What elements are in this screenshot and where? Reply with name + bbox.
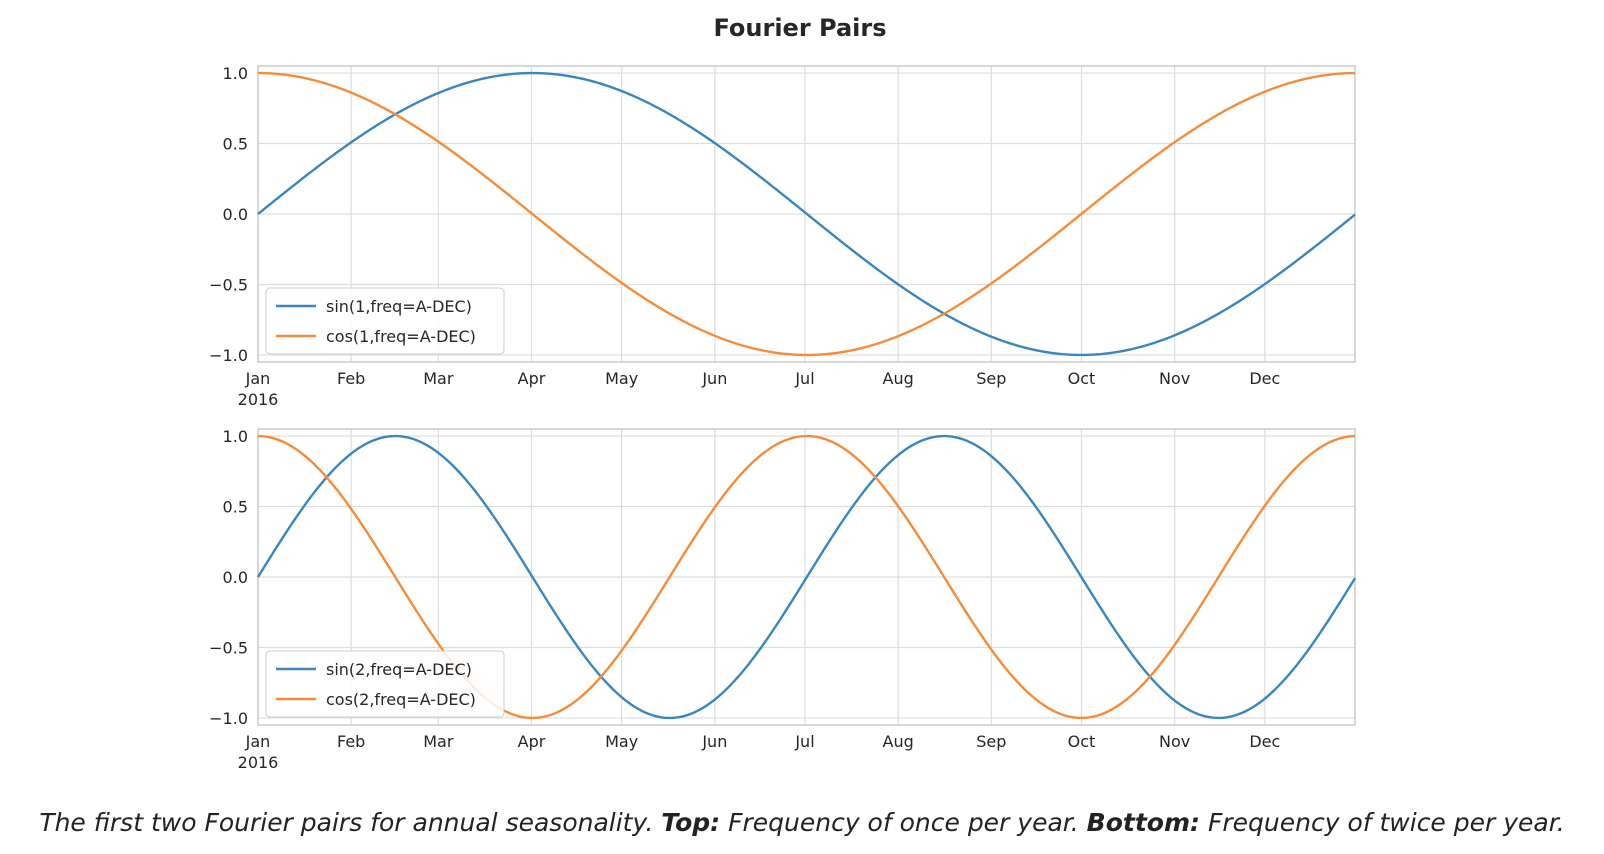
legend-label: sin(1,freq=A-DEC) xyxy=(326,297,472,316)
x-tick-label: Jun xyxy=(701,369,727,388)
x-tick-label: Dec xyxy=(1249,369,1280,388)
x-tick-label: May xyxy=(605,732,638,751)
legend-label: cos(1,freq=A-DEC) xyxy=(326,327,476,346)
x-tick-label: Sep xyxy=(976,369,1006,388)
x-tick-label: Oct xyxy=(1068,732,1096,751)
x-tick-label: Aug xyxy=(883,369,914,388)
caption-bottom-text: Frequency of twice per year. xyxy=(1208,808,1565,837)
x-tick-label: Feb xyxy=(337,732,365,751)
y-tick-label: 0.0 xyxy=(223,205,248,224)
x-tick-label: Mar xyxy=(423,732,454,751)
x-tick-label: Apr xyxy=(518,732,546,751)
x-tick-label: Apr xyxy=(518,369,546,388)
x-tick-label: Jul xyxy=(794,732,814,751)
legend-label: cos(2,freq=A-DEC) xyxy=(326,690,476,709)
y-tick-label: −1.0 xyxy=(209,709,248,728)
x-tick-label: Oct xyxy=(1068,369,1096,388)
y-tick-label: 0.0 xyxy=(223,568,248,587)
y-tick-label: 1.0 xyxy=(223,427,248,446)
y-tick-label: −0.5 xyxy=(209,275,248,294)
bottom-chart-panel: 1.0 0.5 0.0 −0.5 −1.0 Jan 2016 Feb Mar Apr May Jun J… xyxy=(209,427,1355,772)
x-tick-label: Mar xyxy=(423,369,454,388)
caption-bottom-label: Bottom: xyxy=(1087,808,1200,837)
x-tick-label: Feb xyxy=(337,369,365,388)
x-tick-label: Jul xyxy=(794,369,814,388)
x-tick-label: Dec xyxy=(1249,732,1280,751)
y-tick-label: 1.0 xyxy=(223,64,248,83)
x-tick-year-label: 2016 xyxy=(238,753,279,772)
y-tick-label: −0.5 xyxy=(209,638,248,657)
x-tick-label: Nov xyxy=(1159,369,1190,388)
top-chart-panel: 1.0 0.5 0.0 −0.5 −1.0 Jan 2016 Feb Mar Apr May Jun J… xyxy=(209,64,1355,409)
caption-top-label: Top: xyxy=(661,808,720,837)
x-tick-label: Jan xyxy=(245,369,271,388)
x-tick-label: Nov xyxy=(1159,732,1190,751)
caption-lead: The first two Fourier pairs for annual s… xyxy=(39,808,653,837)
y-tick-label: 0.5 xyxy=(223,135,248,154)
x-tick-label: Jun xyxy=(701,732,727,751)
x-tick-label: Aug xyxy=(883,732,914,751)
y-tick-label: 0.5 xyxy=(223,498,248,517)
figure-caption: The first two Fourier pairs for annual s… xyxy=(0,808,1604,837)
x-tick-label: Jan xyxy=(245,732,271,751)
x-tick-label: Sep xyxy=(976,732,1006,751)
x-tick-year-label: 2016 xyxy=(238,390,279,409)
x-tick-label: May xyxy=(605,369,638,388)
figure-title: Fourier Pairs xyxy=(713,14,886,42)
legend-label: sin(2,freq=A-DEC) xyxy=(326,660,472,679)
y-tick-label: −1.0 xyxy=(209,346,248,365)
caption-top-text: Frequency of once per year. xyxy=(728,808,1079,837)
